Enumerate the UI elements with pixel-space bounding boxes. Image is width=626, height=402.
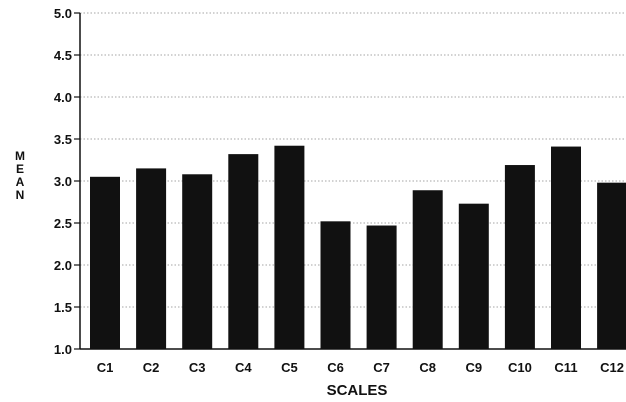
y-axis-title-letter: M xyxy=(15,149,25,163)
x-tick-label: C6 xyxy=(327,360,344,375)
y-tick-labels: 1.0 1.5 2.0 2.5 3.0 3.5 4.0 4.5 5.0 xyxy=(54,6,80,357)
bars xyxy=(90,145,626,349)
y-tick-label: 5.0 xyxy=(54,6,72,21)
y-tick-label: 1.5 xyxy=(54,300,72,315)
bar-c9 xyxy=(458,203,489,349)
y-tick-label: 2.0 xyxy=(54,258,72,273)
y-tick-label: 4.5 xyxy=(54,48,72,63)
x-tick-label: C4 xyxy=(235,360,252,375)
x-tick-label: C12 xyxy=(600,360,624,375)
bar-c12 xyxy=(597,182,626,349)
bar-c8 xyxy=(412,190,443,349)
x-tick-label: C9 xyxy=(465,360,482,375)
y-tick-label: 4.0 xyxy=(54,90,72,105)
bar-c3 xyxy=(182,174,213,349)
bar-c10 xyxy=(504,165,535,349)
x-tick-label: C5 xyxy=(281,360,298,375)
bar-c4 xyxy=(228,154,259,349)
bar-c7 xyxy=(366,225,397,349)
y-axis-title-letter: E xyxy=(16,162,24,176)
x-tick-label: C7 xyxy=(373,360,390,375)
x-tick-label: C11 xyxy=(554,360,577,375)
y-axis-title-letter: A xyxy=(16,175,25,189)
x-tick-label: C3 xyxy=(189,360,206,375)
y-axis-title-letter: N xyxy=(16,188,25,202)
y-tick-label: 3.5 xyxy=(54,132,72,147)
x-tick-label: C2 xyxy=(143,360,160,375)
y-tick-label: 3.0 xyxy=(54,174,72,189)
x-tick-label: C10 xyxy=(508,360,532,375)
bar-c6 xyxy=(320,221,351,349)
bar-c2 xyxy=(136,168,167,349)
y-tick-label: 1.0 xyxy=(54,342,72,357)
bar-c11 xyxy=(551,146,581,349)
x-tick-labels: C1 C2 C3 C4 C5 C6 C7 C8 C9 C10 C11 C12 xyxy=(97,360,624,375)
x-tick-label: C8 xyxy=(419,360,436,375)
gridlines xyxy=(80,12,626,308)
bar-c5 xyxy=(274,145,305,349)
x-tick-label: C1 xyxy=(97,360,114,375)
bar-c1 xyxy=(90,176,120,349)
y-tick-label: 2.5 xyxy=(54,216,72,231)
x-axis-title: SCALES xyxy=(327,382,388,399)
